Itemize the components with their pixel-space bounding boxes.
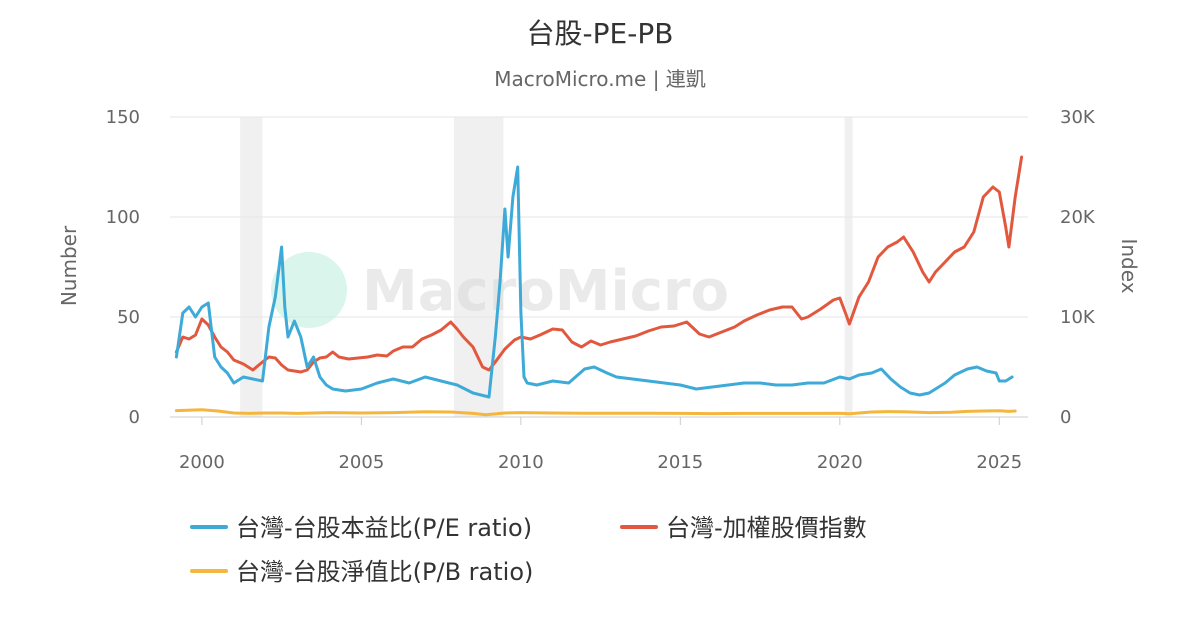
y-right-tick-label: 30K: [1060, 107, 1096, 128]
series-line-pb-ratio: [174, 408, 1017, 417]
recession-bands: [240, 117, 853, 417]
watermark-text: MacroMicro: [362, 259, 729, 324]
chart-title: 台股-PE-PB: [527, 17, 674, 50]
x-tick-label: 2015: [657, 452, 703, 473]
axes: 0 50 100 150 0 10K 20K 30K 2000 2005 2010 2015 2020 2…: [106, 107, 1096, 473]
x-tick-label: 2000: [179, 452, 225, 473]
y-axis-right-title: Index: [1117, 238, 1141, 293]
recession-band-2: [844, 117, 853, 417]
y-left-tick-label: 150: [106, 107, 140, 128]
legend-label-pe: 台灣-台股本益比(P/E ratio): [236, 514, 532, 542]
chart-subtitle: MacroMicro.me | 連凱: [494, 67, 706, 91]
x-tick-label: 2025: [976, 452, 1022, 473]
legend: 台灣-台股本益比(P/E ratio) 台灣-加權股價指數 台灣-台股淨值比(P…: [190, 514, 867, 586]
x-tick-label: 2005: [338, 452, 384, 473]
y-left-tick-label: 50: [117, 307, 140, 328]
recession-band-0: [240, 117, 263, 417]
series-layer: [174, 155, 1024, 417]
watermark: MacroMicro: [271, 252, 729, 328]
y-left-tick-label: 0: [129, 407, 140, 428]
y-left-tick-label: 100: [106, 207, 140, 228]
legend-label-index: 台灣-加權股價指數: [666, 514, 867, 542]
legend-item-pb[interactable]: 台灣-台股淨值比(P/B ratio): [190, 558, 533, 586]
recession-band-1: [453, 117, 504, 417]
y-right-tick-label: 20K: [1060, 207, 1096, 228]
series-line-taiex-index: [174, 155, 1024, 374]
y-axis-left-title: Number: [57, 225, 81, 306]
legend-item-index[interactable]: 台灣-加權股價指數: [620, 514, 867, 542]
legend-item-pe[interactable]: 台灣-台股本益比(P/E ratio): [190, 514, 532, 542]
legend-label-pb: 台灣-台股淨值比(P/B ratio): [236, 558, 533, 586]
series-line-pe-ratio: [174, 165, 1014, 399]
x-tick-label: 2020: [817, 452, 863, 473]
y-right-tick-label: 0: [1060, 407, 1071, 428]
y-right-tick-label: 10K: [1060, 307, 1096, 328]
x-tick-label: 2010: [498, 452, 544, 473]
watermark-logo-icon: [271, 252, 347, 328]
